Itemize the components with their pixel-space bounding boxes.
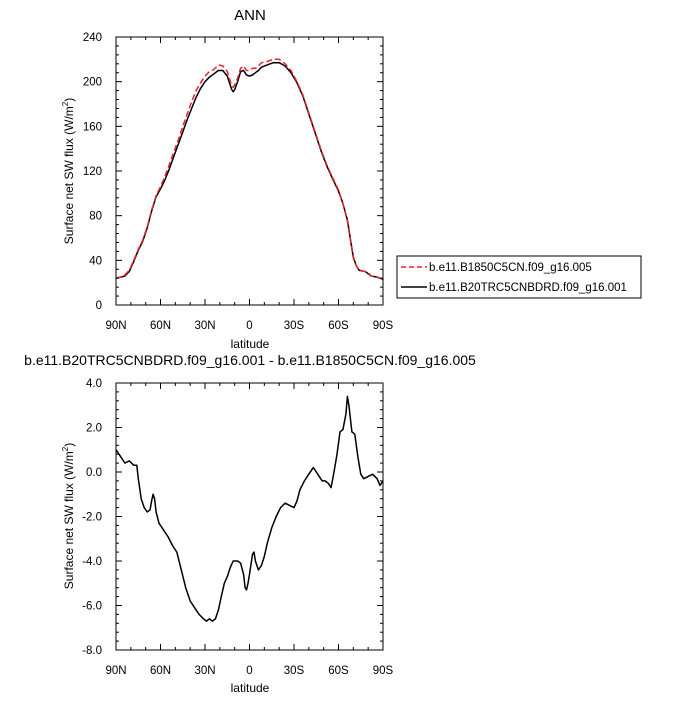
top-x-axis-label: latitude xyxy=(231,337,270,351)
bottom-series-line-1 xyxy=(115,395,384,622)
top-x-tick-label: 0 xyxy=(246,320,252,332)
top-y-tick-label: 80 xyxy=(89,211,102,223)
bottom-y-tick-label: 2.0 xyxy=(86,423,102,435)
bottom-panel: b.e11.B20TRC5CNBDRD.f09_g16.001 - b.e11.… xyxy=(24,352,476,695)
top-y-tick-label: 160 xyxy=(83,121,102,133)
top-y-tick-label: 240 xyxy=(83,32,102,44)
bottom-y-tick-label: -2.0 xyxy=(82,512,102,524)
bottom-x-tick-label: 0 xyxy=(246,665,252,677)
bottom-y-tick-label: 4.0 xyxy=(86,378,102,390)
top-y-axis-label: Surface net SW flux (W/m2) xyxy=(61,98,76,244)
top-series-line-2 xyxy=(115,61,384,281)
legend-label-series-1: b.e11.B1850C5CN.f09_g16.005 xyxy=(429,262,592,274)
top-y-tick-label: 200 xyxy=(83,77,102,89)
top-x-tick-label: 30S xyxy=(284,320,305,332)
bottom-x-tick-label: 60N xyxy=(150,665,171,677)
bottom-x-tick-label: 30S xyxy=(284,665,305,677)
legend: b.e11.B1850C5CN.f09_g16.005 b.e11.B20TRC… xyxy=(396,255,642,299)
top-y-tick-label: 40 xyxy=(89,255,102,267)
top-x-tick-label: 90N xyxy=(105,320,126,332)
top-chart-title: ANN xyxy=(234,7,266,24)
top-x-tick-label: 60S xyxy=(328,320,349,332)
legend-box xyxy=(396,255,642,299)
bottom-x-tick-label: 90N xyxy=(105,665,126,677)
bottom-y-axis-label: Surface net SW flux (W/m2) xyxy=(61,443,76,589)
top-plot-frame xyxy=(115,36,384,306)
bottom-chart-title: b.e11.B20TRC5CNBDRD.f09_g16.001 - b.e11.… xyxy=(24,352,476,368)
bottom-x-axis-label: latitude xyxy=(231,681,270,695)
bottom-x-tick-label: 30N xyxy=(194,665,215,677)
bottom-plot-frame xyxy=(115,382,384,651)
top-x-tick-label: 90S xyxy=(373,320,394,332)
top-x-tick-label: 30N xyxy=(194,320,215,332)
bottom-y-tick-label: 0.0 xyxy=(86,467,102,479)
top-y-tick-label: 120 xyxy=(83,166,102,178)
bottom-y-tick-label: -4.0 xyxy=(82,556,102,568)
bottom-x-tick-label: 60S xyxy=(328,665,349,677)
top-series-line-1 xyxy=(115,58,384,281)
bottom-y-tick-label: -6.0 xyxy=(82,601,102,613)
legend-label-series-2: b.e11.B20TRC5CNBDRD.f09_g16.001 xyxy=(429,282,627,294)
top-y-tick-label: 0 xyxy=(96,300,102,312)
top-panel: ANN 90N 60N 30N 0 30S 60S 90S 0 40 80 120 160 200 240… xyxy=(61,7,394,351)
bottom-y-tick-label: -8.0 xyxy=(82,645,102,657)
top-x-tick-label: 60N xyxy=(150,320,171,332)
bottom-x-tick-label: 90S xyxy=(373,665,394,677)
